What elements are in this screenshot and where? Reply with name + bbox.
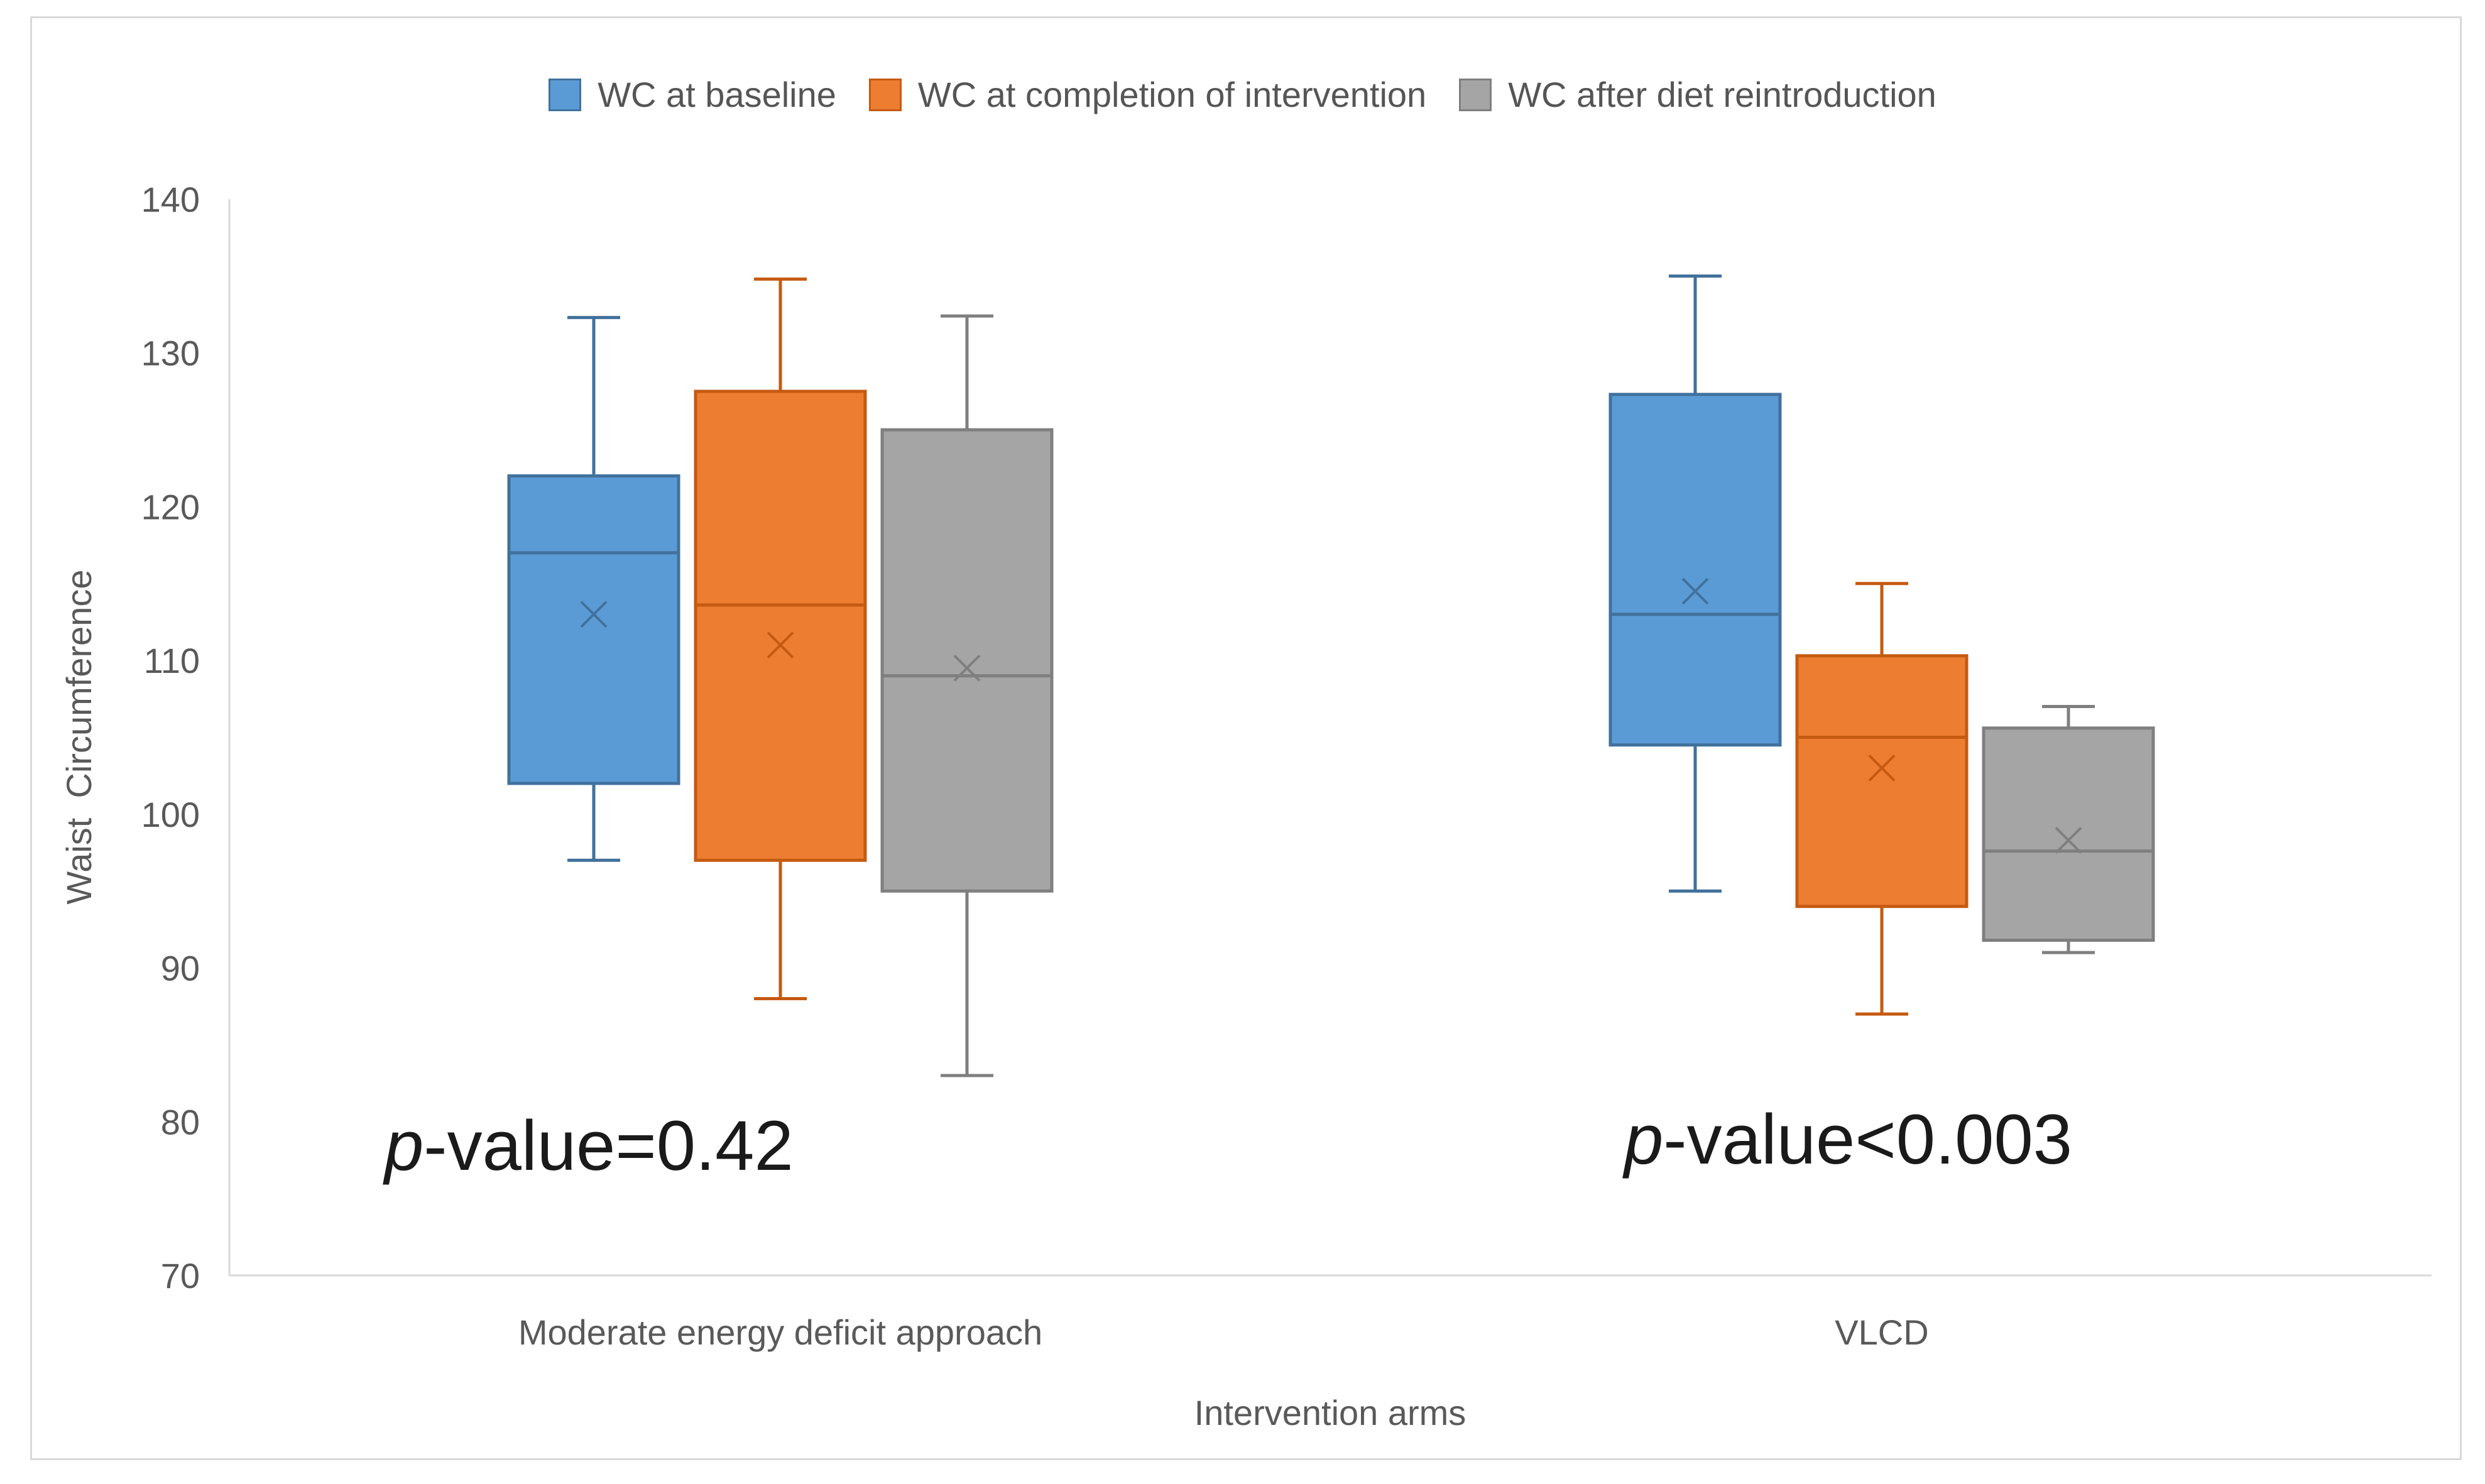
legend-label-completion: WC at completion of intervention <box>917 75 1427 114</box>
mean-marker <box>2055 827 2082 854</box>
p-value-annotation: p-value<0.003 <box>1622 1100 2072 1179</box>
iqr-box <box>1795 654 1969 908</box>
legend-swatch-completion <box>868 78 902 111</box>
legend-label-reintroduction: WC after diet reintroduction <box>1508 75 1936 114</box>
category-label: Moderate energy deficit approach <box>518 1312 1042 1352</box>
y-tick-label: 70 <box>161 1256 200 1296</box>
y-tick-label: 110 <box>144 641 200 680</box>
iqr-box <box>507 474 680 785</box>
p-value-annotation: p-value=0.42 <box>383 1106 794 1185</box>
legend-item-completion: WC at completion of intervention <box>868 74 1427 115</box>
mean-marker <box>767 631 794 659</box>
x-axis-title: Intervention arms <box>1194 1393 1466 1432</box>
iqr-box <box>880 428 1054 893</box>
category-label: VLCD <box>1835 1312 1928 1352</box>
legend-item-reintroduction: WC after diet reintroduction <box>1459 74 1936 115</box>
y-tick-label: 90 <box>161 949 200 988</box>
mean-marker <box>1868 755 1896 782</box>
legend-swatch-baseline <box>549 78 582 111</box>
y-tick-label: 80 <box>161 1102 200 1142</box>
chart-frame <box>30 16 2462 1460</box>
y-axis-title: Waist Circumference <box>59 569 99 904</box>
iqr-box <box>1608 393 1782 747</box>
mean-marker <box>1681 577 1709 605</box>
y-tick-label: 140 <box>141 180 200 219</box>
y-tick-label: 120 <box>141 487 200 526</box>
y-tick-label: 130 <box>141 334 200 373</box>
legend-swatch-reintroduction <box>1459 78 1492 111</box>
legend: WC at baseline WC at completion of inter… <box>0 74 2485 115</box>
legend-label-baseline: WC at baseline <box>598 75 836 114</box>
mean-marker <box>953 654 981 682</box>
legend-item-baseline: WC at baseline <box>549 74 836 115</box>
mean-marker <box>580 601 608 628</box>
iqr-box <box>694 390 867 862</box>
iqr-box <box>1982 726 2155 942</box>
y-tick-label: 100 <box>141 795 200 834</box>
